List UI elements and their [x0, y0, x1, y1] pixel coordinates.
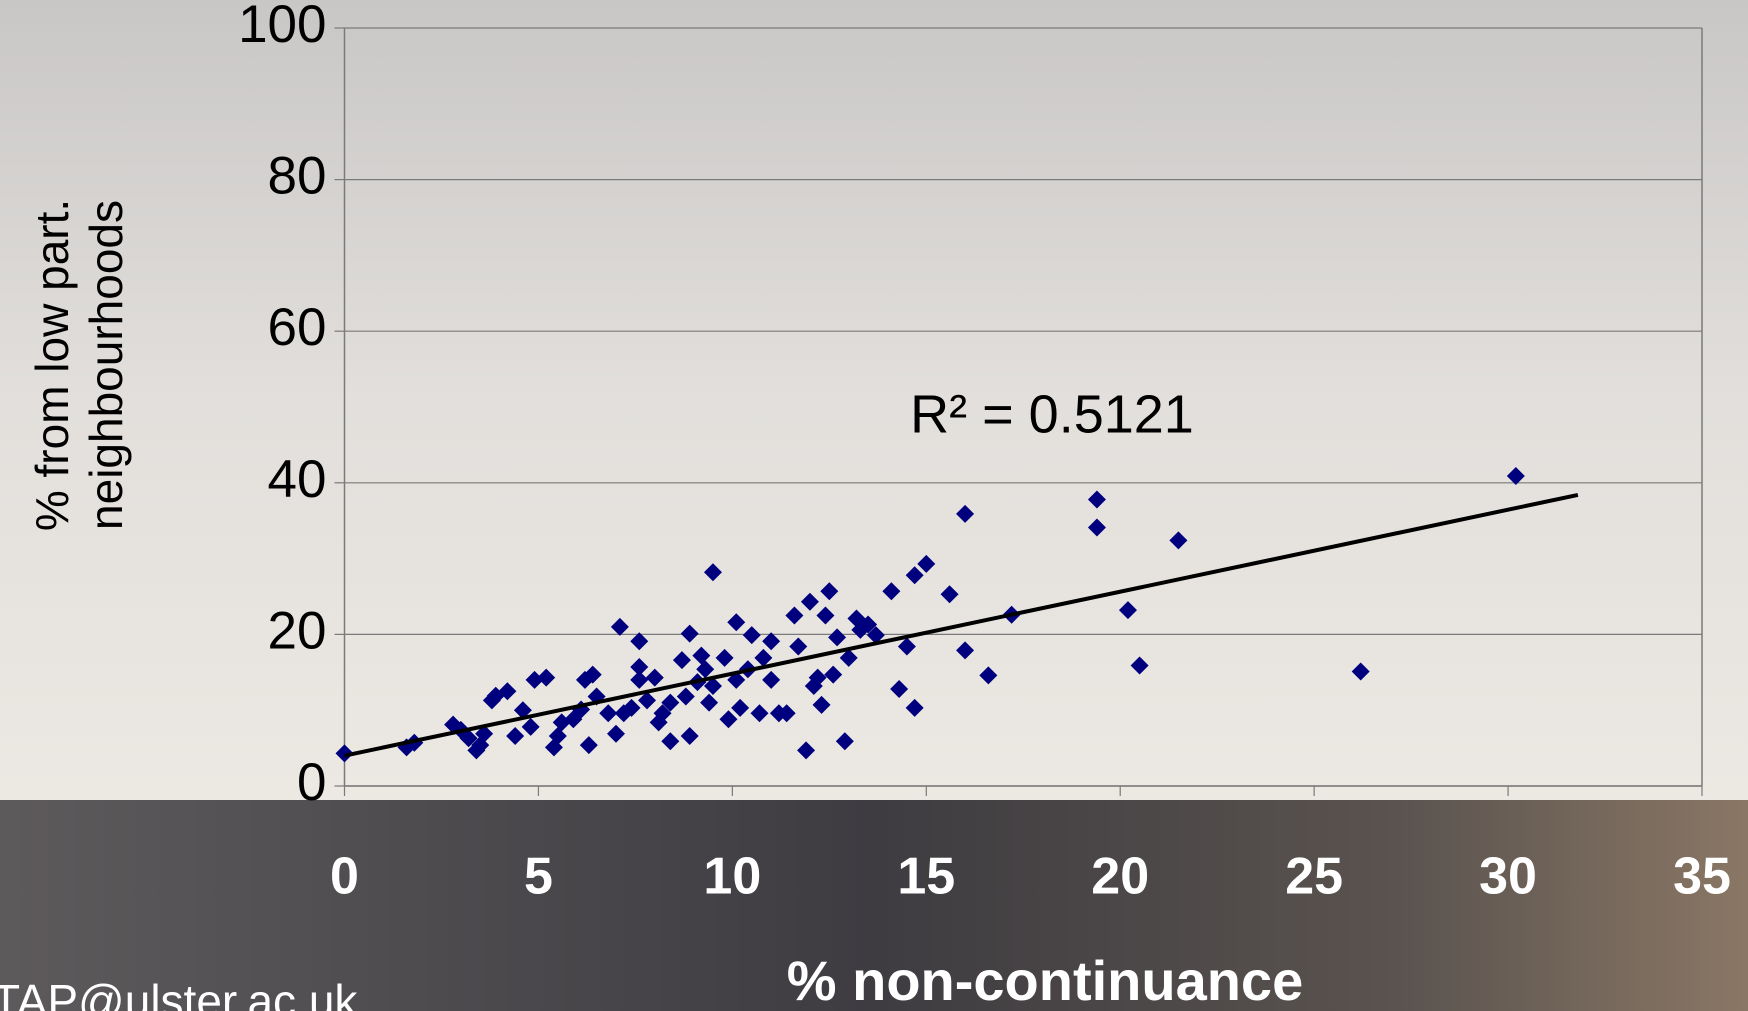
x-tick-label: 35 — [1673, 848, 1731, 906]
scatter-point — [645, 668, 664, 687]
scatter-point — [762, 632, 781, 651]
scatter-point — [521, 717, 540, 736]
x-tick-label: 25 — [1285, 848, 1343, 906]
scatter-point — [731, 698, 750, 717]
r-squared-annotation: R² = 0.5121 — [910, 384, 1194, 444]
scatter-point — [672, 651, 691, 670]
scatter-point — [754, 648, 773, 667]
scatter-point — [824, 665, 843, 684]
y-tick-label: 100 — [238, 0, 326, 54]
scatter-point — [506, 726, 525, 745]
scatter-point — [661, 693, 680, 712]
scatter-point — [777, 704, 796, 723]
scatter-point — [692, 646, 711, 665]
scatter-point — [459, 729, 478, 748]
y-axis-label-line: % from low part. — [26, 199, 78, 531]
background — [0, 0, 1748, 800]
scatter-point — [979, 666, 998, 685]
background-band — [0, 800, 1748, 1011]
scatter-point — [956, 641, 975, 660]
y-axis-label-line: neighbourhoods — [80, 200, 132, 530]
scatter-point — [680, 726, 699, 745]
scatter-point — [1351, 662, 1370, 681]
scatter-point — [835, 732, 854, 751]
scatter-point — [800, 592, 819, 611]
scatter-point — [905, 698, 924, 717]
scatter-point — [700, 693, 719, 712]
scatter-point — [610, 617, 629, 636]
x-tick-label: 20 — [1091, 848, 1149, 906]
x-tick-label: 30 — [1479, 848, 1537, 906]
scatter-point — [882, 582, 901, 601]
scatter-point — [599, 704, 618, 723]
scatter-point — [762, 670, 781, 689]
y-tick-label: 80 — [268, 147, 327, 206]
scatter-point — [940, 585, 959, 604]
scatter-point — [839, 648, 858, 667]
scatter-point — [808, 668, 827, 687]
scatter-point — [1087, 490, 1106, 509]
y-tick-label: 40 — [268, 450, 327, 509]
scatter-point — [866, 626, 885, 645]
scatter-point — [859, 615, 878, 634]
footer-email: TAP@ulster.ac.uk — [0, 975, 358, 1011]
scatter-point — [719, 710, 738, 729]
scatter-point — [630, 657, 649, 676]
scatter-point — [630, 632, 649, 651]
y-tick-label: 60 — [268, 298, 327, 357]
scatter-point — [537, 668, 556, 687]
scatter-point — [727, 613, 746, 632]
scatter-point — [789, 637, 808, 656]
scatter-point — [525, 670, 544, 689]
scatter-point — [812, 695, 831, 714]
scatter-point — [750, 704, 769, 723]
scatter-point — [475, 724, 494, 743]
scatter-point — [890, 679, 909, 698]
scatter-point — [498, 682, 517, 701]
y-tick-label: 0 — [297, 753, 326, 812]
x-axis-label: % non-continuance — [787, 949, 1303, 1011]
scatter-point — [785, 606, 804, 625]
scatter-point — [797, 741, 816, 760]
scatter-point — [513, 701, 532, 720]
scatter-point — [583, 665, 602, 684]
x-tick-label: 0 — [330, 848, 359, 906]
scatter-point — [638, 691, 657, 710]
scatter-point — [715, 648, 734, 667]
x-tick-label: 5 — [524, 848, 553, 906]
scatter-point — [1506, 466, 1525, 485]
scatter-point — [1087, 518, 1106, 537]
scatter-point — [897, 637, 916, 656]
x-tick-label: 15 — [897, 848, 955, 906]
scatter-point — [548, 726, 567, 745]
scatter-point — [1118, 601, 1137, 620]
scatter-point — [703, 563, 722, 582]
scatter-point — [622, 698, 641, 717]
scatter-point — [816, 606, 835, 625]
scatter-point — [820, 582, 839, 601]
scatter-point — [1130, 656, 1149, 675]
scatter-point — [607, 724, 625, 743]
scatter-point — [661, 732, 680, 751]
scatter-point — [1169, 531, 1188, 550]
scatter-point — [335, 744, 354, 763]
scatter-point — [630, 670, 649, 689]
y-tick-label: 20 — [268, 601, 327, 660]
x-tick-label: 10 — [703, 848, 761, 906]
scatter-point — [956, 504, 975, 523]
scatter-point — [905, 566, 924, 585]
scatter-point — [696, 660, 715, 679]
trendline — [344, 492, 1579, 758]
scatter-point — [680, 624, 699, 643]
scatter-point — [676, 687, 695, 706]
scatter-point — [742, 626, 761, 645]
scatter-point — [917, 554, 936, 573]
scatter-point — [828, 628, 847, 647]
scatter-point — [579, 736, 598, 755]
scatter-point — [703, 676, 722, 695]
y-axis-label: % from low part.neighbourhoods — [26, 199, 132, 531]
scatter-point — [653, 704, 672, 723]
